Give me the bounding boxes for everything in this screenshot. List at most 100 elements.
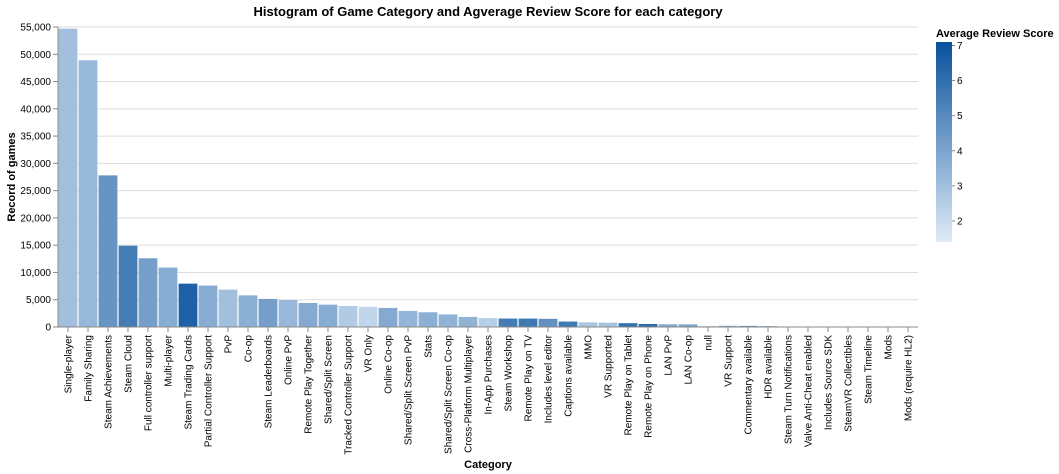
- x-tick-label: Family Sharing: [84, 335, 95, 402]
- bar: [678, 324, 698, 327]
- bar: [658, 324, 678, 327]
- legend-tick-label: 4: [957, 146, 963, 157]
- bar: [458, 316, 478, 327]
- legend-tick-label: 6: [957, 76, 963, 87]
- x-tick-label: SteamVR Collectibles: [844, 335, 855, 432]
- x-axis-title: Category: [464, 459, 513, 471]
- x-tick-label: Includes level editor: [544, 334, 555, 423]
- bar: [138, 258, 158, 327]
- x-tick-label: Remote Play on Tablet: [624, 335, 635, 436]
- y-gridlines: [58, 26, 918, 328]
- bar: [238, 295, 258, 327]
- x-tick-label: Remote Play Together: [304, 334, 315, 433]
- x-tick-label: In-App Purchases: [484, 335, 495, 415]
- x-axis: Single-player Family Sharing Steam Achieve…: [58, 326, 918, 455]
- legend-tick-label: 2: [957, 216, 963, 227]
- bar: [278, 300, 298, 327]
- bar: [358, 306, 378, 327]
- y-tick-label: 55,000: [20, 23, 51, 34]
- bar: [438, 314, 458, 327]
- bar: [178, 283, 198, 327]
- x-tick-label: Remote Play on Phone: [644, 335, 655, 438]
- legend-tick-label: 7: [957, 41, 963, 52]
- bar: [538, 318, 558, 327]
- bar: [258, 298, 278, 327]
- x-tick-label: VR Supported: [604, 335, 615, 398]
- x-tick-label: Online PvP: [284, 335, 295, 385]
- bar: [638, 324, 658, 327]
- bar: [418, 312, 438, 327]
- x-tick-label: Single-player: [64, 334, 75, 393]
- x-tick-label: Commentary available: [744, 335, 755, 435]
- y-tick-label: 0: [45, 323, 51, 334]
- x-tick-label: Steam Achievements: [104, 335, 115, 429]
- bar: [378, 307, 398, 327]
- chart-title: Histogram of Game Category and Agverage …: [253, 4, 723, 19]
- legend-tick-label: 3: [957, 181, 963, 192]
- x-tick-label: Multi-player: [164, 334, 175, 386]
- x-tick-label: Cross-Platform Multiplayer: [464, 334, 475, 452]
- bar: [478, 318, 498, 327]
- x-tick-label: Steam Trading Cards: [184, 335, 195, 430]
- y-tick-label: 30,000: [20, 159, 51, 170]
- x-tick-label: Online Co-op: [384, 335, 395, 394]
- x-tick-label: LAN PvP: [664, 335, 675, 376]
- color-legend: Average Review Score 2 3 4 5 6 7: [936, 28, 1054, 242]
- x-tick-label: Remote Play on TV: [524, 335, 535, 422]
- x-tick-label: VR Only: [364, 335, 375, 372]
- y-axis: 0 5,000 10,000 15,000 20,000 25,000 30,000 35,0…: [20, 23, 59, 334]
- bar: [558, 321, 578, 327]
- x-tick-label: Shared/Split Screen Co-op: [444, 335, 455, 454]
- bar: [198, 285, 218, 327]
- bar: [578, 322, 598, 327]
- y-tick-label: 50,000: [20, 50, 51, 61]
- bar: [718, 325, 738, 327]
- x-tick-label: HDR available: [764, 335, 775, 399]
- y-axis-title: Record of games: [6, 132, 18, 221]
- y-tick-label: 35,000: [20, 132, 51, 143]
- legend-ticks: 2 3 4 5 6 7: [952, 41, 963, 227]
- bar: [698, 325, 718, 327]
- x-tick-label: Includes Source SDK: [824, 335, 835, 430]
- y-tick-label: 20,000: [20, 213, 51, 224]
- x-tick-label: Steam Turn Notifications: [784, 335, 795, 444]
- x-tick-label: Steam Leaderboards: [264, 335, 275, 428]
- x-tick-label: Mods: [884, 335, 895, 359]
- bar: [498, 318, 518, 327]
- bar: [518, 318, 538, 327]
- x-tick-label: Co-op: [244, 335, 255, 363]
- y-tick-label: 15,000: [20, 241, 51, 252]
- bar: [78, 60, 98, 327]
- legend-title: Average Review Score: [936, 28, 1054, 40]
- x-tick-label: VR Support: [724, 335, 735, 387]
- x-tick-label: Full controller support: [144, 335, 155, 431]
- y-tick-label: 10,000: [20, 268, 51, 279]
- x-tick-label: Steam Cloud: [124, 335, 135, 393]
- x-tick-label: Steam Timeline: [864, 335, 875, 404]
- y-tick-label: 25,000: [20, 186, 51, 197]
- y-tick-label: 5,000: [26, 295, 51, 306]
- legend-gradient-bar: [936, 42, 952, 242]
- x-tick-label: Steam Workshop: [504, 335, 515, 412]
- x-tick-label: MMO: [584, 335, 595, 360]
- bar: [158, 267, 178, 327]
- bars: [58, 28, 918, 328]
- x-tick-label: Mods (require HL2): [904, 335, 915, 421]
- bar: [318, 304, 338, 327]
- bar: [218, 289, 238, 327]
- x-tick-label: PvP: [224, 335, 235, 354]
- x-tick-label: LAN Co-op: [684, 335, 695, 385]
- y-tick-label: 45,000: [20, 77, 51, 88]
- x-tick-label: Shared/Split Screen PvP: [404, 335, 415, 445]
- bar: [598, 322, 618, 327]
- bar: [58, 28, 78, 328]
- bar: [738, 325, 758, 327]
- y-tick-label: 40,000: [20, 104, 51, 115]
- legend-tick-label: 5: [957, 111, 963, 122]
- bar: [618, 323, 638, 327]
- x-tick-label: Captions available: [564, 335, 575, 417]
- x-tick-label: Shared/Split Screen: [324, 335, 335, 424]
- x-tick-label: Tracked Controller Support: [344, 335, 355, 455]
- x-tick-label: Partial Controller Support: [204, 335, 215, 447]
